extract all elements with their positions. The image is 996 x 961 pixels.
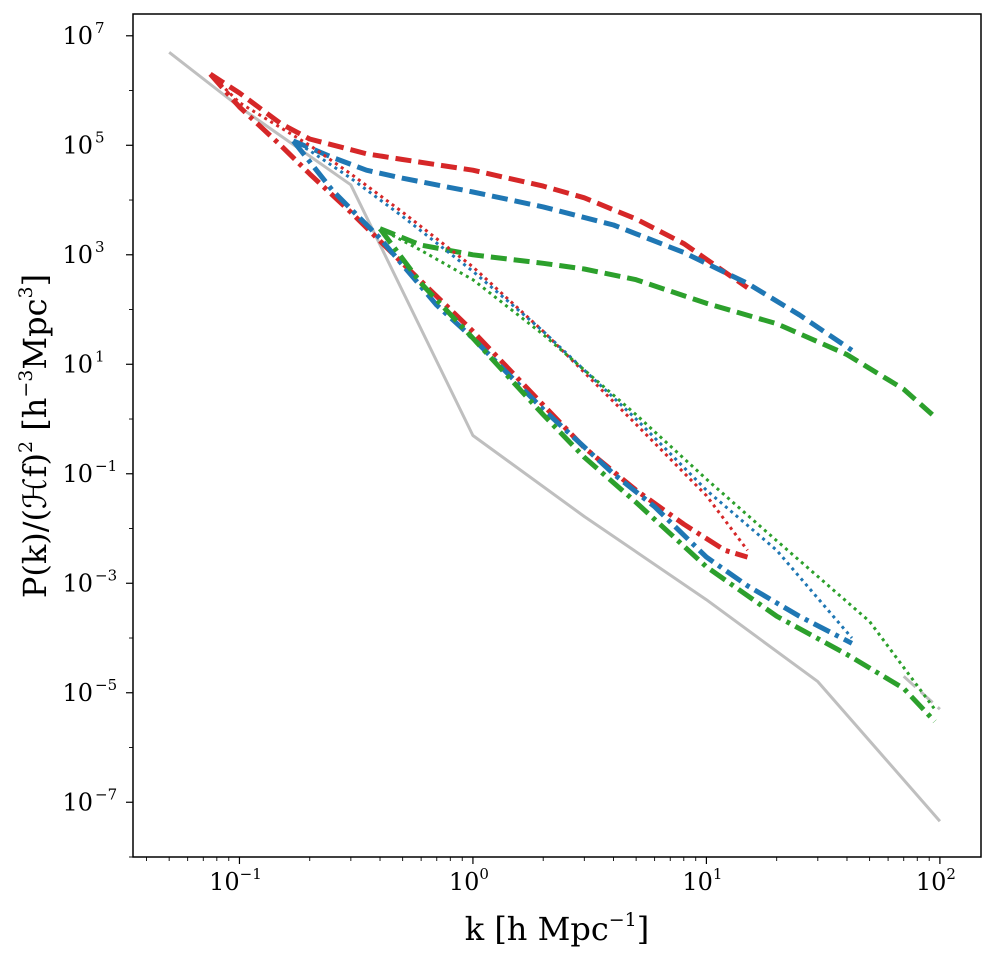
x-tick-label: 102 [916, 865, 956, 896]
y-axis-label-main: P(k)/(ℋf) [16, 453, 54, 598]
x-tick-label-exp: −1 [240, 865, 262, 883]
x-axis-label-main: k [h Mpc [465, 910, 609, 948]
axes-frame [132, 13, 982, 858]
series-gray-dashed-tail [902, 675, 941, 711]
x-tick-label-base: 10 [209, 868, 240, 896]
y-tick-label-base: 10 [62, 131, 93, 159]
y-axis-label-mid2: Mpc [16, 298, 54, 369]
x-tick-label-base: 10 [682, 868, 713, 896]
y-tick-label: 10 −5 [62, 676, 117, 707]
y-tick-label-exp: 7 [95, 19, 105, 37]
y-tick-label: 10 1 [62, 347, 104, 378]
y-tick-label-exp: −1 [95, 457, 117, 475]
y-tick-label-base: 10 [62, 460, 93, 488]
x-tick-label-base: 10 [916, 868, 947, 896]
y-tick-label-base: 10 [62, 241, 93, 269]
x-axis-label: k [h Mpc−1] [465, 909, 650, 948]
y-axis-label-sup1: 2 [15, 441, 37, 453]
x-axis-label-sup: −1 [609, 909, 637, 931]
x-tick-label-exp: 0 [479, 865, 489, 883]
series-blue-dashdot [291, 139, 854, 646]
y-axis-label-mid: [h [16, 398, 54, 441]
y-tick-label: 10 5 [62, 128, 104, 159]
y-tick-label: 10 7 [62, 19, 104, 50]
y-axis-label: P(k)/(ℋf)2 [h−3Mpc3] [15, 274, 54, 598]
axis-labels: k [h Mpc−1] P(k)/(ℋf)2 [h−3Mpc3] [15, 274, 649, 948]
y-tick-label-exp: 3 [95, 238, 105, 256]
series-red-dotted [209, 73, 749, 552]
y-tick-label-exp: −3 [95, 566, 117, 584]
series-red-dashdot [208, 72, 749, 560]
x-tick-label: 100 [449, 865, 489, 896]
y-axis-label-sup2: −3 [15, 370, 37, 398]
y-tick-label: 10 −1 [62, 457, 117, 488]
series-layer [168, 51, 942, 823]
y-tick-label: 10 −7 [62, 785, 117, 816]
series-green-dotted [379, 227, 936, 711]
x-tick-label-exp: 2 [946, 865, 956, 883]
x-tick-label: 10−1 [209, 865, 262, 896]
y-tick-label-base: 10 [62, 679, 93, 707]
y-tick-label-base: 10 [62, 569, 93, 597]
y-tick-label-exp: −5 [95, 676, 117, 694]
y-tick-label-exp: −7 [95, 785, 117, 803]
x-tick-label: 101 [682, 865, 722, 896]
series-blue-dotted [292, 139, 854, 639]
y-tick-label-base: 10 [62, 22, 93, 50]
x-tick-label-exp: 1 [713, 865, 723, 883]
x-axis-label-end: ] [637, 910, 649, 948]
y-axis-label-end: ] [16, 274, 54, 286]
series-green-dashdot [378, 227, 937, 724]
y-tick-label-base: 10 [62, 350, 93, 378]
series-blue-dashed [292, 138, 854, 353]
y-tick-label: 10 −3 [62, 566, 117, 597]
y-axis-label-sup3: 3 [15, 286, 37, 298]
x-tick-label-base: 10 [449, 868, 480, 896]
y-tick-label: 10 3 [62, 238, 104, 269]
series-linear-gray [168, 51, 942, 823]
y-tick-label-base: 10 [62, 788, 93, 816]
series-red-dashed [208, 72, 749, 290]
y-tick-label-exp: 5 [95, 128, 105, 146]
y-tick-label-exp: 1 [95, 347, 105, 365]
